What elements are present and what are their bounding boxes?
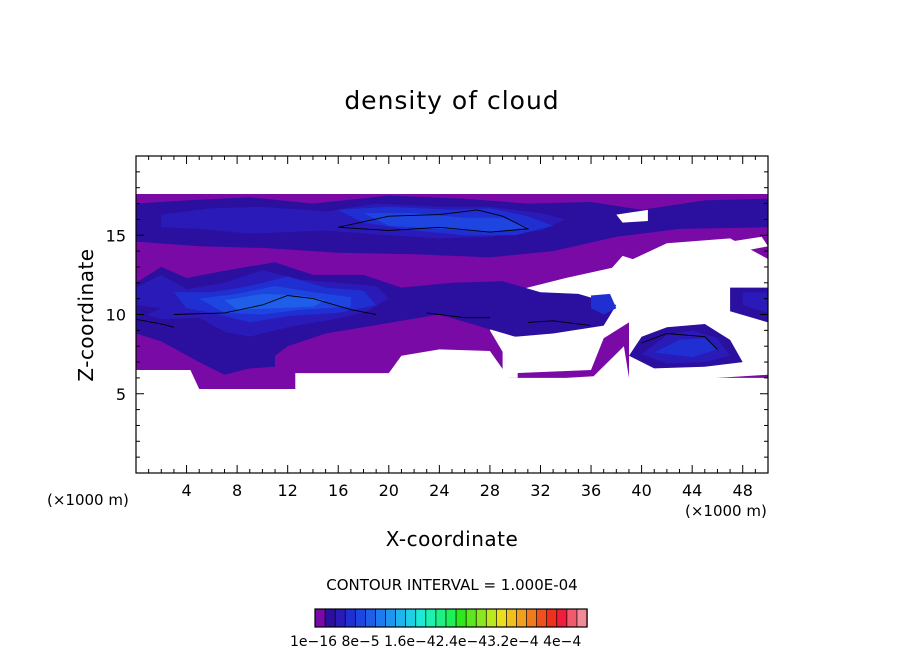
colorbar-swatch (365, 608, 377, 628)
x-tick-label: 48 (733, 481, 753, 500)
colorbar-swatch (385, 608, 397, 628)
clear-region-21 (622, 279, 655, 318)
colorbar-frame (314, 608, 588, 628)
x-tick-label: 44 (682, 481, 702, 500)
cloud-region-level-2 (742, 292, 768, 313)
clear-region-25 (136, 346, 768, 473)
colorbar-tick-labels: 1e−16 8e−5 1.6e−42.4e−43.2e−4 4e−4 (290, 634, 582, 650)
colorbar-swatch (495, 608, 508, 628)
x-tick-label: 4 (181, 481, 191, 500)
colorbar-swatch (425, 608, 437, 628)
x-unit-label-left: (×1000 m) (47, 491, 129, 509)
colorbar-swatch (334, 608, 346, 628)
x-tick-label: 20 (379, 481, 399, 500)
colorbar-swatch (405, 608, 417, 628)
clear-region-22 (736, 270, 768, 283)
colorbar-swatch (506, 608, 518, 628)
clear-region-20 (679, 244, 731, 269)
y-tick-label: 5 (116, 385, 126, 404)
colorbar-swatch (465, 608, 477, 628)
chart-title: density of cloud (344, 86, 560, 115)
x-tick-label: 36 (581, 481, 601, 500)
colorbar-swatch (556, 608, 568, 628)
y-tick-label: 15 (106, 226, 126, 245)
x-tick-label: 16 (328, 481, 348, 500)
colorbar-swatch (415, 608, 427, 628)
clear-region-23 (616, 209, 648, 223)
y-tick-label: 10 (106, 306, 126, 325)
colorbar-swatch (435, 608, 447, 628)
colorbar-swatch (526, 608, 538, 628)
x-tick-label: 8 (232, 481, 242, 500)
cloud-region-level-1 (224, 344, 275, 369)
contour-line-0 (338, 209, 530, 233)
x-tick-label: 24 (429, 481, 449, 500)
cloud-region-level-1 (136, 305, 162, 320)
cloud-region-level-3 (654, 338, 718, 358)
colorbar-swatch (475, 608, 487, 628)
contour-line-2 (641, 333, 718, 350)
colorbar-swatch (344, 608, 356, 628)
colorbar-swatch (536, 608, 548, 628)
x-tick-label: 12 (278, 481, 298, 500)
colorbar-swatch (576, 608, 588, 628)
x-axis-label: X-coordinate (385, 527, 519, 551)
colorbar-swatch (455, 608, 467, 628)
x-tick-label: 28 (480, 481, 500, 500)
x-tick-label: 32 (530, 481, 550, 500)
clear-region-24 (502, 336, 518, 378)
colorbar-swatch (516, 608, 528, 628)
contour-line-4 (426, 312, 490, 319)
contour-line-1 (173, 295, 377, 315)
cloud-region-level-4 (363, 213, 528, 233)
cloud-region-level-3 (591, 293, 617, 315)
x-tick-label: 40 (631, 481, 651, 500)
colorbar-swatch (324, 608, 336, 628)
colorbar-swatch (395, 608, 407, 628)
colorbar-swatch (314, 608, 326, 628)
cloud-region-level-5 (224, 293, 326, 310)
colorbar-swatch (546, 608, 558, 628)
colorbar-swatch (485, 608, 497, 628)
colorbar-swatch (566, 608, 578, 628)
contour-interval-text: CONTOUR INTERVAL = 1.000E-04 (326, 576, 578, 594)
x-unit-label-right: (×1000 m) (685, 502, 767, 520)
colorbar-swatch (445, 608, 457, 628)
contour-line-5 (527, 320, 592, 327)
clear-region-19 (730, 236, 768, 252)
clear-region-18 (610, 255, 648, 271)
contour-line-3 (136, 318, 175, 328)
colorbar-swatch (354, 608, 367, 628)
colorbar-swatch (375, 608, 387, 628)
